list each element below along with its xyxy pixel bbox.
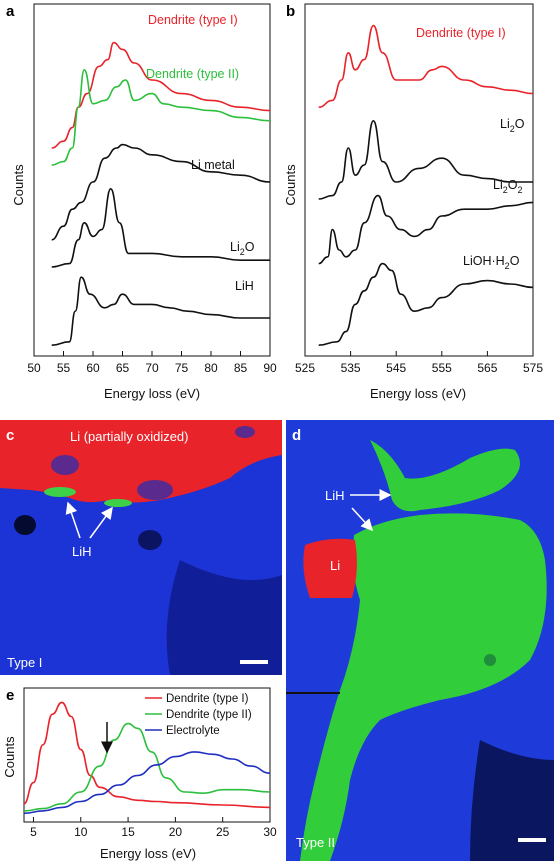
panel-e-ylabel: Counts [2, 736, 17, 778]
label-b-li2o: Li2O [500, 117, 525, 134]
panel-e-tick-label: 30 [263, 825, 277, 839]
map-d-scale-bar [518, 838, 546, 842]
legend-e-type2: Dendrite (type II) [166, 709, 252, 721]
panel-b-tick-label: 555 [432, 361, 452, 375]
panel-a-curves [51, 41, 271, 346]
map-d-arrow [351, 507, 374, 532]
map-c-purple-spot [235, 426, 255, 438]
panel-a-tick-label: 70 [145, 361, 159, 375]
map-c-lih-label: LiH [72, 544, 92, 559]
map-c-arrow [89, 506, 113, 539]
map-d-lih-label: LiH [325, 488, 345, 503]
map-c-arrow [65, 501, 81, 539]
label-a-limetal: Li metal [191, 158, 235, 172]
map-c-li-region [0, 420, 282, 503]
panel-label-d: d [292, 427, 301, 444]
map-c-purple-spot [137, 480, 173, 500]
panel-b-ylabel: Counts [283, 164, 298, 206]
series-line-e-2 [23, 751, 271, 815]
panel-b-tick-label: 525 [295, 361, 315, 375]
panel-b-tick-label: 545 [386, 361, 406, 375]
panel-e-tick-label: 5 [30, 825, 37, 839]
panel-b-frame [304, 3, 534, 357]
series-line-b-1 [318, 119, 534, 200]
panel-b: b Counts 525 535 545 555 565 575 Energy loss … [283, 3, 543, 401]
panel-a-tick-label: 60 [86, 361, 100, 375]
panel-a-tick-label: 85 [234, 361, 248, 375]
panel-b-xlabel: Energy loss (eV) [370, 386, 466, 401]
panel-a-tick-label: 55 [57, 361, 71, 375]
panel-e-tick-label: 25 [216, 825, 230, 839]
map-d-lih-body [300, 513, 547, 861]
panel-a-ylabel: Counts [11, 164, 26, 206]
legend-e-type1: Dendrite (type I) [166, 693, 249, 705]
panel-d: d LiH Li Type II [286, 420, 554, 861]
series-line-a-4 [51, 276, 270, 346]
label-b-type1: Dendrite (type I) [416, 26, 506, 40]
panel-e-curves [23, 701, 271, 815]
label-b-lioh: LiOH·H2O [463, 254, 520, 271]
legend-e-electrolyte: Electrolyte [166, 725, 220, 737]
panel-label-e: e [6, 687, 14, 704]
series-line-a-0 [51, 41, 271, 149]
panel-b-tick-label: 575 [523, 361, 543, 375]
series-line-e-1 [23, 722, 271, 812]
map-d-type-label: Type II [296, 835, 335, 850]
panel-e-xlabel: Energy loss (eV) [100, 846, 196, 861]
panel-label-c: c [6, 427, 14, 444]
map-d-void [484, 654, 496, 666]
panel-c: c Li (partially oxidized) LiH Type I [0, 420, 282, 675]
series-line-e-0 [23, 701, 271, 809]
panel-a-frame [33, 3, 271, 357]
series-line-a-2 [51, 143, 271, 241]
panel-e-xticks: 5 10 15 20 25 30 [30, 817, 277, 839]
panel-e-frame [23, 687, 271, 823]
panel-b-curves [318, 24, 534, 346]
map-d-dark-region [470, 740, 554, 861]
map-c-lih-spot [104, 499, 132, 507]
panel-label-b: b [286, 3, 295, 20]
map-c-title: Li (partially oxidized) [70, 429, 189, 444]
map-c-dark-spot [138, 530, 162, 550]
panel-a-tick-label: 90 [263, 361, 277, 375]
panel-a-tick-label: 50 [27, 361, 41, 375]
map-d-li-region [303, 538, 357, 598]
panel-e-tick-label: 10 [74, 825, 88, 839]
series-line-a-1 [51, 68, 271, 166]
map-d-li-label: Li [330, 558, 340, 573]
panel-a-tick-label: 65 [116, 361, 130, 375]
map-c-scale-bar [240, 660, 268, 664]
panel-a: a Counts 50 55 60 65 70 75 80 85 90 Energy loss … [6, 3, 277, 401]
label-b-li2o2: Li2O2 [493, 178, 523, 195]
map-c-type-label: Type I [7, 655, 42, 670]
series-line-b-0 [318, 24, 534, 108]
label-a-type1: Dendrite (type I) [148, 13, 238, 27]
panel-e-tick-label: 20 [169, 825, 183, 839]
panel-a-xticks: 50 55 60 65 70 75 80 85 90 [27, 351, 277, 375]
panel-label-a: a [6, 3, 15, 20]
label-a-li2o: Li2O [230, 240, 255, 257]
map-c-lih-spot [44, 487, 76, 497]
panel-a-tick-label: 80 [204, 361, 218, 375]
series-line-a-3 [51, 187, 270, 268]
panel-e: e Counts 5 10 15 20 25 30 Energy loss (eV) De… [2, 687, 277, 861]
panel-e-legend: Dendrite (type I) Dendrite (type II) Ele… [145, 693, 252, 737]
panel-a-xlabel: Energy loss (eV) [104, 386, 200, 401]
label-a-lih: LiH [235, 279, 254, 293]
series-line-b-3 [318, 262, 534, 346]
panel-b-xticks: 525 535 545 555 565 575 [295, 351, 543, 375]
label-a-type2: Dendrite (type II) [146, 67, 239, 81]
series-line-b-2 [318, 194, 534, 265]
panel-b-tick-label: 565 [477, 361, 497, 375]
panel-e-tick-label: 15 [121, 825, 135, 839]
map-d-lih-branch [370, 440, 520, 512]
panel-b-tick-label: 535 [341, 361, 361, 375]
map-c-dark-region [166, 560, 282, 675]
panel-a-tick-label: 75 [175, 361, 189, 375]
map-c-purple-spot [51, 455, 79, 475]
map-c-dark-spot [14, 515, 36, 535]
